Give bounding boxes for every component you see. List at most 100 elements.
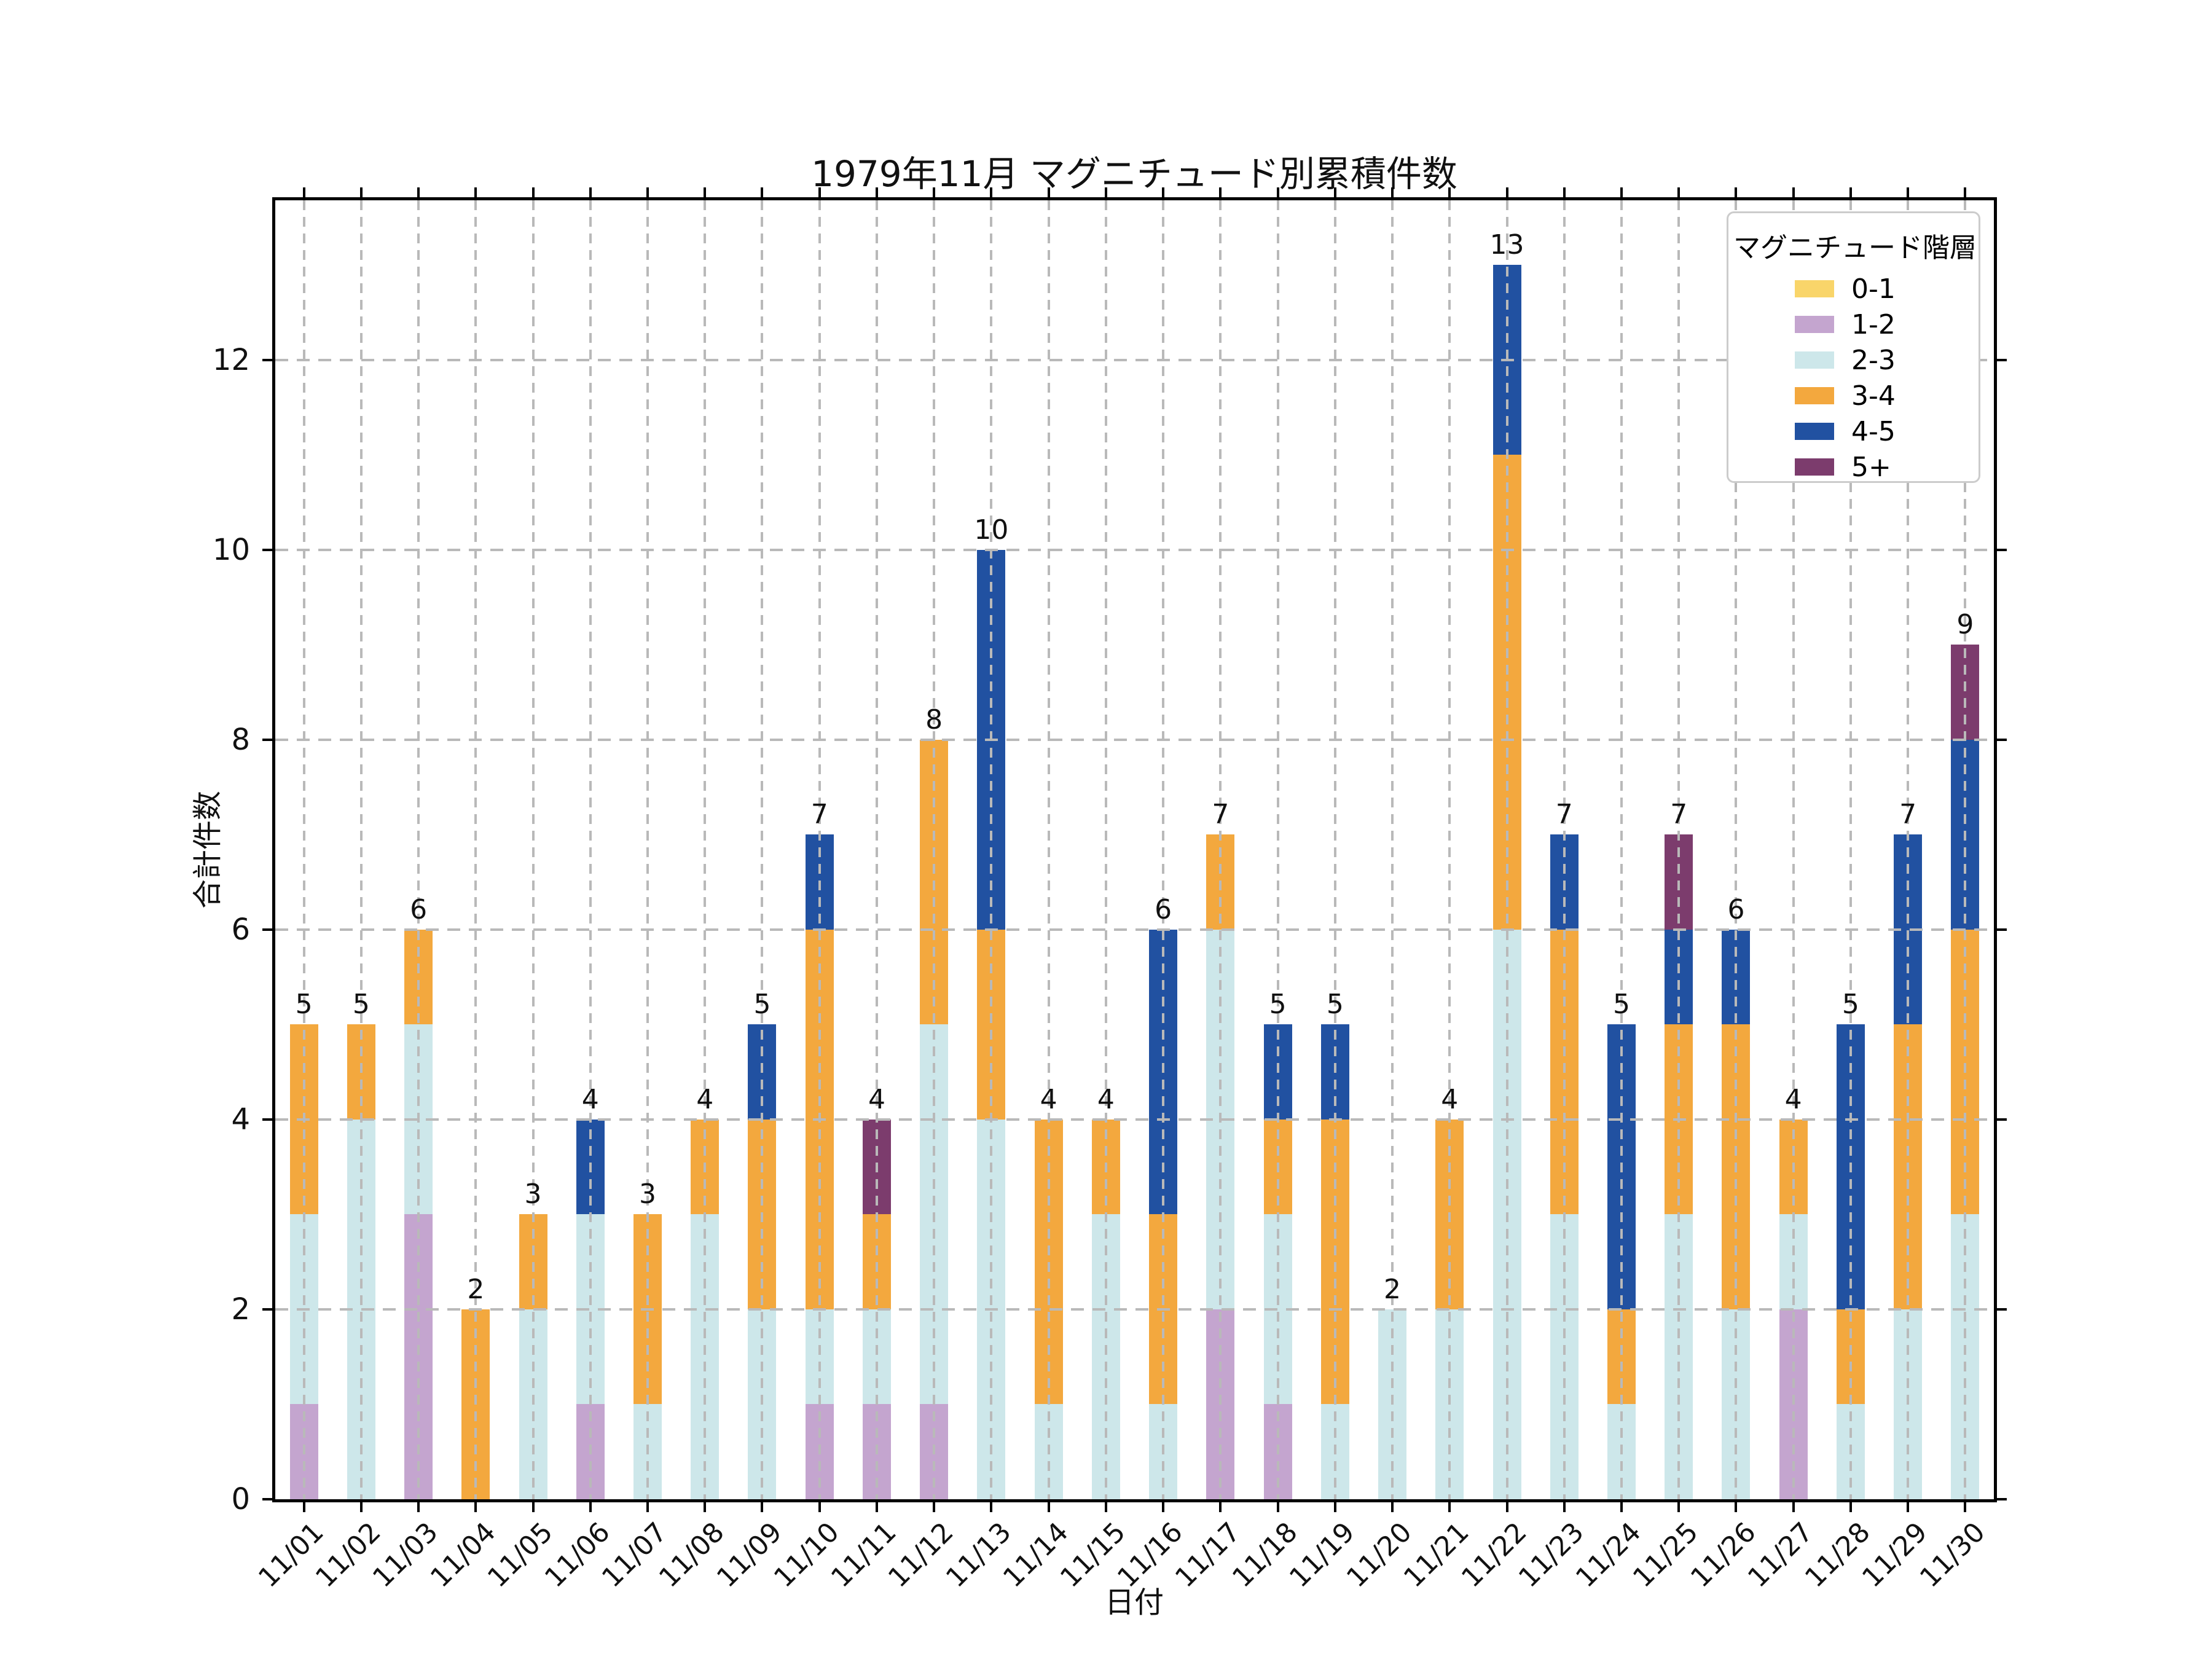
x-axis-tick-top	[1276, 187, 1279, 197]
horizontal-gridline	[275, 928, 1994, 931]
legend-title: マグニチュード階層	[1733, 232, 1977, 264]
legend-label-2-3: 2-3	[1851, 344, 1896, 376]
vertical-gridline	[1907, 200, 1910, 1499]
vertical-gridline	[302, 200, 305, 1499]
x-axis-tick-top	[531, 187, 535, 197]
bar-total-label: 4	[581, 1083, 599, 1115]
x-axis-tick-bottom	[589, 1502, 592, 1512]
vertical-gridline	[1276, 200, 1279, 1499]
y-axis-tick-left	[262, 738, 272, 741]
x-axis-tick-top	[1104, 187, 1107, 197]
vertical-gridline	[589, 200, 592, 1499]
bar-total-label: 7	[1555, 799, 1573, 831]
axis-spine-bottom	[272, 1499, 1997, 1502]
bar-total-label: 13	[1489, 229, 1524, 261]
x-tick-label: 11/28	[1799, 1516, 1877, 1594]
y-axis-tick-left	[262, 1118, 272, 1121]
x-axis-tick-bottom	[704, 1502, 707, 1512]
legend-swatch-5+	[1795, 458, 1834, 476]
vertical-gridline	[1505, 200, 1508, 1499]
x-tick-label: 11/25	[1627, 1516, 1705, 1594]
x-axis-tick-top	[1563, 187, 1566, 197]
axis-spine-top	[272, 197, 1997, 200]
x-tick-label: 11/29	[1856, 1516, 1934, 1594]
y-axis-tick-left	[262, 358, 272, 361]
x-axis-tick-top	[1162, 187, 1165, 197]
x-axis-tick-bottom	[818, 1502, 821, 1512]
vertical-gridline	[818, 200, 821, 1499]
x-axis-tick-top	[1792, 187, 1795, 197]
vertical-gridline	[990, 200, 993, 1499]
x-axis-tick-top	[875, 187, 878, 197]
y-axis-tick-left	[262, 1498, 272, 1500]
legend-item-5+: 5+	[1728, 449, 1979, 485]
x-axis-tick-top	[933, 187, 936, 197]
bar-total-label: 10	[974, 514, 1009, 546]
x-tick-label: 11/26	[1684, 1516, 1762, 1594]
bar-total-label: 4	[1441, 1083, 1459, 1115]
legend-swatch-1-2	[1795, 316, 1834, 333]
bar-total-label: 5	[1841, 989, 1859, 1021]
bar-total-label: 5	[1326, 989, 1344, 1021]
legend-items: 0-1 1-2 2-3 3-4 4-5 5+	[1728, 271, 1979, 485]
x-tick-label: 11/24	[1570, 1516, 1647, 1594]
x-tick-label: 11/04	[424, 1516, 502, 1594]
x-tick-label: 11/22	[1455, 1516, 1533, 1594]
x-tick-label: 11/27	[1741, 1516, 1819, 1594]
y-axis-tick-right	[1997, 1118, 2007, 1121]
vertical-gridline	[875, 200, 878, 1499]
x-axis-tick-top	[1448, 187, 1451, 197]
x-axis-tick-top	[1849, 187, 1852, 197]
x-axis-tick-top	[761, 187, 764, 197]
x-axis-tick-top	[1677, 187, 1681, 197]
chart-title: 1979年11月 マグニチュード別累積件数	[811, 153, 1457, 195]
vertical-gridline	[1047, 200, 1050, 1499]
y-axis-tick-right	[1997, 738, 2007, 741]
legend-swatch-2-3	[1795, 351, 1834, 369]
x-tick-label: 11/10	[767, 1516, 845, 1594]
bar-total-label: 5	[1269, 989, 1287, 1021]
legend-swatch-4-5	[1795, 423, 1834, 440]
bar-total-label: 7	[1670, 799, 1688, 831]
x-axis-tick-bottom	[1677, 1502, 1681, 1512]
bar-total-label: 5	[352, 989, 370, 1021]
bar-total-label: 7	[810, 799, 828, 831]
y-tick-label: 6	[231, 912, 250, 947]
x-axis-tick-bottom	[875, 1502, 878, 1512]
vertical-gridline	[531, 200, 535, 1499]
x-tick-label: 11/23	[1512, 1516, 1590, 1594]
x-axis-tick-bottom	[1162, 1502, 1165, 1512]
x-axis-tick-bottom	[1964, 1502, 1967, 1512]
x-axis-tick-bottom	[1505, 1502, 1508, 1512]
y-axis-tick-right	[1997, 928, 2007, 931]
legend-item-2-3: 2-3	[1728, 342, 1979, 378]
x-axis-tick-top	[1620, 187, 1623, 197]
legend-swatch-0-1	[1795, 280, 1834, 297]
legend-label-5+: 5+	[1851, 451, 1891, 483]
bar-total-label: 3	[639, 1179, 657, 1210]
x-tick-label: 11/11	[825, 1516, 903, 1594]
x-axis-tick-top	[1907, 187, 1910, 197]
vertical-gridline	[1448, 200, 1451, 1499]
vertical-gridline	[1219, 200, 1222, 1499]
vertical-gridline	[1333, 200, 1336, 1499]
legend-item-3-4: 3-4	[1728, 378, 1979, 414]
x-tick-label: 11/18	[1226, 1516, 1304, 1594]
x-axis-tick-top	[1391, 187, 1394, 197]
vertical-gridline	[417, 200, 420, 1499]
x-axis-tick-bottom	[417, 1502, 420, 1512]
y-tick-label: 2	[231, 1292, 250, 1327]
legend-item-1-2: 1-2	[1728, 307, 1979, 342]
vertical-gridline	[359, 200, 363, 1499]
x-tick-label: 11/03	[367, 1516, 445, 1594]
bar-total-label: 9	[1956, 609, 1974, 641]
horizontal-gridline	[275, 738, 1994, 741]
x-tick-label: 11/20	[1341, 1516, 1419, 1594]
bar-total-label: 5	[753, 989, 771, 1021]
x-axis-tick-top	[302, 187, 305, 197]
vertical-gridline	[1792, 200, 1795, 1499]
x-tick-label: 11/07	[596, 1516, 673, 1594]
bar-total-label: 4	[1097, 1083, 1115, 1115]
x-axis-tick-bottom	[1391, 1502, 1394, 1512]
x-tick-label: 11/12	[882, 1516, 960, 1594]
